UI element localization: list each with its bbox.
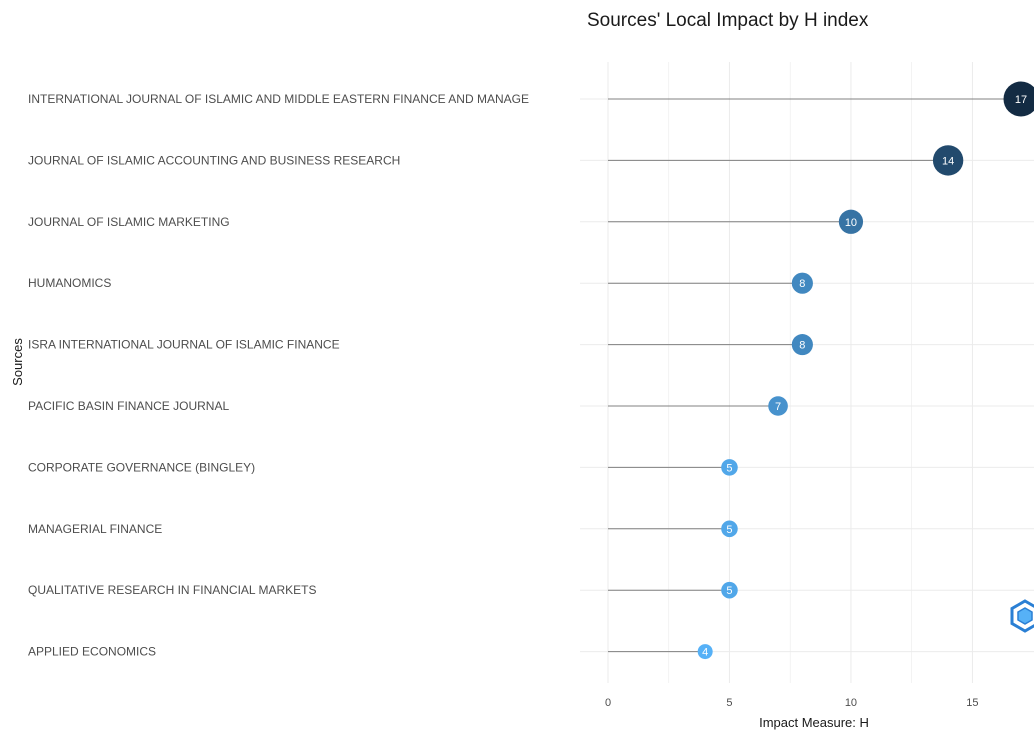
category-label: QUALITATIVE RESEARCH IN FINANCIAL MARKET… <box>28 583 317 597</box>
stem-layer <box>608 98 1021 653</box>
chart-title: Sources' Local Impact by H index <box>587 10 869 31</box>
data-point <box>791 334 813 356</box>
data-label: 14 <box>942 155 954 167</box>
category-label: MANAGERIAL FINANCE <box>28 522 162 536</box>
data-label: 4 <box>702 647 708 659</box>
data-label: 7 <box>775 401 781 413</box>
x-tick-labels: 0 5 10 15 <box>605 697 979 709</box>
y-axis-label: Sources <box>10 338 25 386</box>
data-label: 5 <box>726 524 732 536</box>
dot-layer: 17 14 10 8 8 7 5 5 5 4 <box>697 81 1034 660</box>
category-labels: INTERNATIONAL JOURNAL OF ISLAMIC AND MID… <box>28 92 529 659</box>
data-point <box>721 581 738 599</box>
data-point <box>768 396 788 416</box>
x-tick-label: 5 <box>726 697 732 709</box>
data-point <box>721 520 738 538</box>
x-tick-label: 0 <box>605 697 611 709</box>
data-label: 5 <box>726 585 732 597</box>
data-point <box>1003 81 1034 117</box>
data-point <box>932 145 964 176</box>
category-label: JOURNAL OF ISLAMIC ACCOUNTING AND BUSINE… <box>28 153 400 167</box>
category-label: CORPORATE GOVERNANCE (BINGLEY) <box>28 460 255 474</box>
data-point <box>838 209 864 234</box>
category-label: HUMANOMICS <box>28 276 111 290</box>
x-axis-label: Impact Measure: H <box>759 715 869 730</box>
data-label: 5 <box>726 462 732 474</box>
data-label: 8 <box>799 340 805 352</box>
data-label: 8 <box>799 278 805 290</box>
data-point <box>721 459 738 476</box>
data-label: 17 <box>1015 94 1027 106</box>
data-point <box>697 644 713 660</box>
category-label: JOURNAL OF ISLAMIC MARKETING <box>28 215 230 229</box>
data-point <box>791 272 813 294</box>
category-label: PACIFIC BASIN FINANCE JOURNAL <box>28 399 229 413</box>
data-label: 10 <box>845 217 857 229</box>
hexagon-logo-icon <box>1010 599 1034 633</box>
category-label: APPLIED ECONOMICS <box>28 645 156 659</box>
category-label: ISRA INTERNATIONAL JOURNAL OF ISLAMIC FI… <box>28 338 340 352</box>
category-label: INTERNATIONAL JOURNAL OF ISLAMIC AND MID… <box>28 92 529 106</box>
x-tick-label: 15 <box>966 697 978 709</box>
x-tick-label: 10 <box>845 697 857 709</box>
